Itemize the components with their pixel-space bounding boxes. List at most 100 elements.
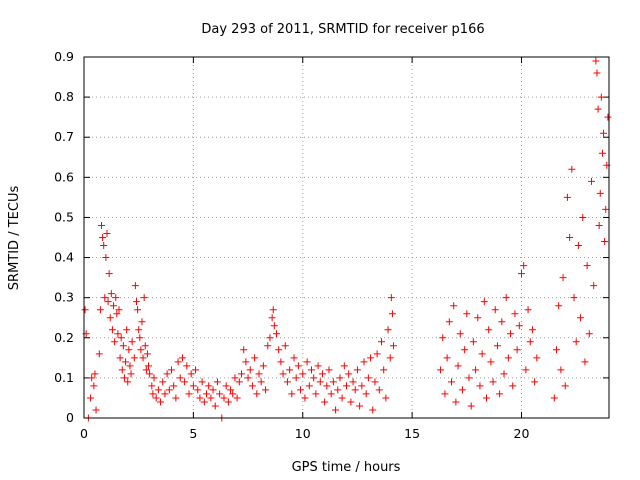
data-point (104, 298, 112, 306)
data-point (138, 318, 146, 326)
data-point (248, 382, 256, 390)
data-point (483, 394, 490, 402)
data-point (332, 406, 340, 414)
data-point (318, 370, 326, 378)
data-point (135, 326, 143, 334)
data-point (507, 330, 515, 338)
data-point (90, 382, 98, 390)
data-point (568, 165, 576, 173)
data-point (259, 362, 267, 370)
data-point (550, 394, 558, 402)
y-tick-label: 0.1 (54, 370, 74, 385)
data-point (116, 354, 124, 362)
data-point (174, 358, 182, 366)
data-point (334, 386, 342, 394)
data-point (581, 358, 589, 366)
data-point (310, 374, 318, 382)
data-point (277, 358, 285, 366)
data-point (533, 354, 541, 362)
data-point (183, 362, 191, 370)
data-point (305, 382, 313, 390)
data-point (480, 298, 488, 306)
data-point (96, 306, 104, 314)
x-tick-label: 5 (189, 426, 197, 441)
data-point (128, 338, 136, 346)
data-point (159, 378, 167, 386)
data-point (461, 346, 469, 354)
data-point (294, 362, 302, 370)
data-point (472, 366, 480, 374)
axis-ticks (83, 56, 609, 419)
data-point (590, 282, 598, 290)
data-point (170, 382, 178, 390)
data-point (172, 394, 180, 402)
data-point (235, 378, 243, 386)
data-point (463, 310, 471, 318)
data-point (131, 282, 139, 290)
data-point (115, 306, 123, 314)
data-point (439, 334, 447, 342)
data-point (148, 382, 156, 390)
data-point (465, 374, 473, 382)
data-point (130, 354, 138, 362)
data-point (487, 358, 495, 366)
y-tick-label: 0.7 (54, 129, 74, 144)
data-point (502, 294, 510, 302)
data-point (117, 334, 125, 342)
data-point (386, 354, 394, 362)
data-point (579, 213, 587, 221)
data-point (491, 306, 499, 314)
data-point (143, 350, 151, 358)
data-point (500, 370, 508, 378)
data-point (601, 238, 609, 246)
data-point (231, 374, 239, 382)
data-point (213, 378, 221, 386)
data-point (555, 302, 563, 310)
data-point (321, 398, 329, 406)
data-point (266, 334, 274, 342)
data-point (577, 314, 585, 322)
data-point (493, 342, 501, 350)
data-point (524, 306, 532, 314)
data-point (246, 366, 254, 374)
data-point (149, 390, 157, 398)
data-point (308, 366, 315, 374)
data-point (329, 378, 337, 386)
data-point (87, 394, 95, 402)
data-point (273, 330, 280, 338)
data-point (336, 374, 344, 382)
data-point (343, 382, 350, 390)
data-point (327, 390, 335, 398)
data-point (203, 390, 210, 398)
data-point (286, 366, 294, 374)
data-point (314, 362, 322, 370)
data-point (513, 346, 521, 354)
data-point (92, 406, 100, 414)
data-point (192, 366, 200, 374)
data-point (133, 298, 140, 306)
data-point (299, 370, 307, 378)
data-point (255, 370, 263, 378)
data-point (570, 294, 578, 302)
data-point (476, 382, 484, 390)
data-point (448, 378, 455, 386)
data-point (583, 262, 591, 270)
data-point (100, 242, 108, 250)
data-point (127, 370, 135, 378)
data-point (103, 229, 111, 237)
tick-labels: 0 0.1 0.2 0.3 0.4 0.5 0.6 0.7 0.8 0.9 0 5 10 15 20 (54, 49, 529, 441)
data-point (458, 386, 466, 394)
data-point (81, 306, 89, 314)
data-point (238, 370, 245, 378)
data-point (362, 390, 370, 398)
data-point (563, 193, 571, 201)
data-point (198, 378, 206, 386)
data-point (388, 310, 396, 318)
data-point (98, 221, 105, 229)
data-point (566, 234, 574, 241)
data-point (594, 105, 602, 113)
data-point (323, 382, 331, 390)
data-point (511, 310, 519, 318)
data-point (120, 374, 128, 382)
